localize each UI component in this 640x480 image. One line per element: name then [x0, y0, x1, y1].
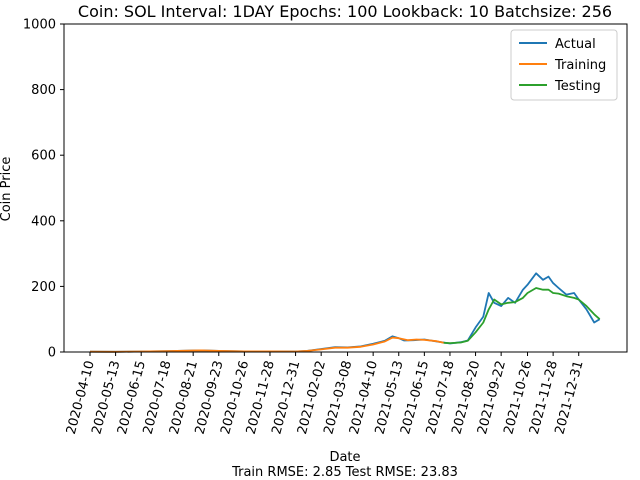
- y-tick-label: 0: [48, 346, 56, 361]
- x-axis-label: Date: [329, 450, 360, 465]
- y-tick-label: 200: [31, 280, 56, 295]
- y-tick-label: 400: [31, 214, 56, 229]
- legend-label-testing: Testing: [554, 79, 601, 94]
- series-line-training: [89, 336, 444, 353]
- y-axis-label: Coin Price: [0, 157, 14, 222]
- legend-label-actual: Actual: [555, 37, 596, 52]
- legend-box: [510, 29, 618, 101]
- series-line-testing: [443, 287, 601, 345]
- plot-frame: [63, 23, 628, 353]
- legend: Actual Training Testing: [510, 29, 618, 101]
- footer-text: Train RMSE: 2.85 Test RMSE: 23.83: [231, 465, 458, 480]
- chart-title: Coin: SOL Interval: 1DAY Epochs: 100 Loo…: [78, 2, 612, 21]
- series-line-actual: [89, 272, 601, 353]
- y-tick-label: 1000: [23, 18, 56, 33]
- y-tick-label: 800: [31, 83, 56, 98]
- y-tick-label: 600: [31, 149, 56, 164]
- legend-label-training: Training: [554, 58, 606, 73]
